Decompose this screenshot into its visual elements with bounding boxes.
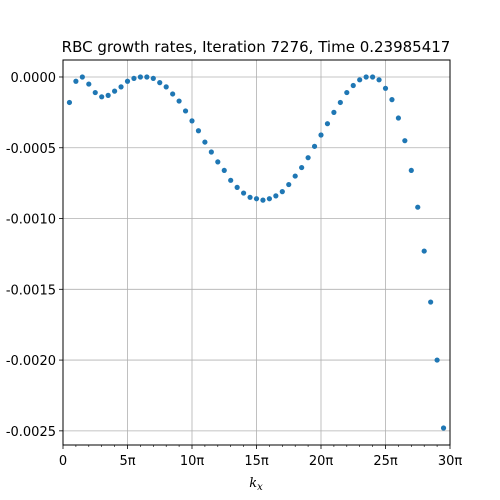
y-axis-ticks: 0.0000 -0.0005 -0.0010 -0.0015 -0.0020 -0.002… <box>6 71 63 440</box>
data-point <box>266 196 272 202</box>
data-point <box>99 94 105 100</box>
data-point <box>215 159 221 165</box>
data-point <box>66 99 73 106</box>
data-point <box>292 173 298 179</box>
data-point <box>241 190 247 196</box>
data-point <box>137 74 143 80</box>
data-point <box>247 194 253 200</box>
data-point <box>311 143 318 149</box>
y-tick-label: -0.0015 <box>6 283 56 298</box>
data-point <box>415 204 421 210</box>
data-point <box>376 77 382 83</box>
x-axis-label: kx <box>249 476 263 493</box>
data-point <box>408 167 414 174</box>
data-point <box>195 128 202 134</box>
x-tick-label: 0 <box>59 454 67 469</box>
data-point <box>389 97 395 103</box>
x-tick-label: 5π <box>119 454 135 469</box>
data-point <box>208 149 214 155</box>
data-point <box>440 425 447 431</box>
data-point <box>260 197 266 203</box>
data-point <box>202 139 208 145</box>
data-point <box>73 78 79 84</box>
data-point <box>434 357 440 363</box>
data-point <box>228 177 234 183</box>
x-tick-label: 20π <box>309 454 334 469</box>
data-point <box>357 77 363 83</box>
data-point <box>318 132 324 138</box>
data-point <box>182 108 189 114</box>
data-point <box>350 82 356 89</box>
data-point <box>92 89 98 96</box>
x-tick-label: 25π <box>373 454 398 469</box>
data-points <box>66 74 447 431</box>
data-point <box>402 138 408 144</box>
data-point <box>370 74 376 80</box>
x-tick-label: 10π <box>180 454 205 469</box>
data-point <box>421 248 427 254</box>
gridlines <box>62 60 451 445</box>
data-point <box>279 189 285 195</box>
data-point <box>221 167 227 174</box>
data-point <box>163 84 169 90</box>
data-point <box>428 299 434 305</box>
data-point <box>363 74 369 80</box>
y-tick-label: -0.0010 <box>6 213 56 228</box>
y-tick-label: 0.0000 <box>11 71 57 86</box>
data-point <box>131 75 137 82</box>
data-point <box>144 74 150 80</box>
data-point <box>286 181 292 188</box>
data-point <box>305 155 311 161</box>
data-point <box>79 74 85 80</box>
data-point <box>112 88 118 94</box>
data-point <box>170 91 176 97</box>
y-tick-label: -0.0005 <box>6 142 56 157</box>
data-point <box>299 164 305 171</box>
data-point <box>395 115 401 121</box>
x-tick-label: 15π <box>244 454 269 469</box>
data-point <box>176 98 182 104</box>
data-point <box>234 184 240 190</box>
data-point <box>86 81 92 87</box>
data-point <box>273 193 279 199</box>
data-point <box>331 109 337 115</box>
data-point <box>118 84 124 90</box>
data-point <box>124 78 131 84</box>
chart-title: RBC growth rates, Iteration 7276, Time 0… <box>62 38 451 56</box>
data-point <box>344 89 350 96</box>
data-point <box>105 92 111 98</box>
data-point <box>324 121 331 127</box>
y-tick-label: -0.0020 <box>6 354 56 369</box>
y-tick-label: -0.0025 <box>6 425 56 440</box>
data-point <box>253 196 260 202</box>
x-tick-label: 30π <box>438 454 463 469</box>
x-axis-ticks: 0 5π 10π 15π 20π 25π 30π <box>59 445 462 469</box>
data-point <box>382 85 389 91</box>
data-point <box>189 118 195 124</box>
data-point <box>150 75 156 82</box>
data-point <box>337 99 343 106</box>
data-point <box>157 80 163 86</box>
